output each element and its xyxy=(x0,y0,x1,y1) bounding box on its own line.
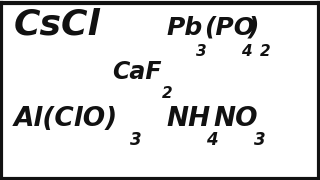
Text: NO: NO xyxy=(214,106,259,132)
Text: 3: 3 xyxy=(130,131,141,149)
Text: 2: 2 xyxy=(260,44,270,59)
Text: 4: 4 xyxy=(206,131,218,149)
Text: ): ) xyxy=(247,16,259,40)
Text: 3: 3 xyxy=(253,131,265,149)
Text: (PO: (PO xyxy=(204,16,255,40)
Text: 3: 3 xyxy=(196,44,207,59)
Text: Pb: Pb xyxy=(166,16,203,40)
Text: 2: 2 xyxy=(162,86,172,101)
Text: CaF: CaF xyxy=(112,60,162,84)
Text: 4: 4 xyxy=(241,44,252,59)
Text: NH: NH xyxy=(166,106,211,132)
Text: Al(ClO): Al(ClO) xyxy=(14,106,118,132)
Text: CsCl: CsCl xyxy=(14,8,101,42)
